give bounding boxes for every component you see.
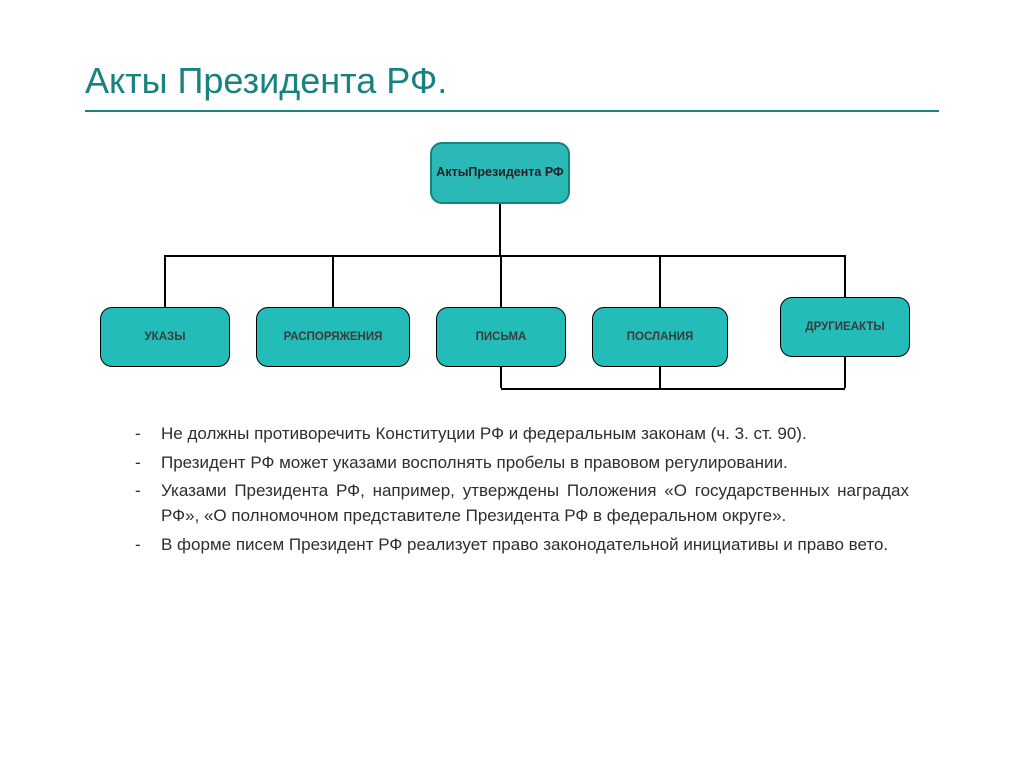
bullet-text: Не должны противоречить Конституции РФ и… bbox=[161, 422, 909, 447]
connector bbox=[500, 255, 502, 307]
connector bbox=[844, 255, 846, 297]
connector bbox=[165, 255, 845, 257]
bullet-item: -Указами Президента РФ, например, утверж… bbox=[135, 479, 909, 528]
bullet-item: -Президент РФ может указами восполнять п… bbox=[135, 451, 909, 476]
connector bbox=[164, 255, 166, 307]
connector bbox=[499, 204, 501, 255]
bullet-text: В форме писем Президент РФ реализует пра… bbox=[161, 533, 909, 558]
bullet-dash: - bbox=[135, 451, 161, 476]
org-diagram: АктыПрезидента РФ УКАЗЫ РАСПОРЯЖЕНИЯ ПИСЬМ… bbox=[100, 142, 939, 402]
connector bbox=[844, 357, 846, 388]
connector bbox=[659, 367, 661, 388]
page-title: Акты Президента РФ. bbox=[85, 60, 939, 112]
bullet-item: -В форме писем Президент РФ реализует пр… bbox=[135, 533, 909, 558]
bullet-text: Президент РФ может указами восполнять пр… bbox=[161, 451, 909, 476]
connector bbox=[500, 367, 502, 388]
connector bbox=[332, 255, 334, 307]
bullet-list: -Не должны противоречить Конституции РФ … bbox=[135, 422, 909, 557]
connector bbox=[659, 255, 661, 307]
bullet-dash: - bbox=[135, 479, 161, 528]
connector bbox=[501, 388, 845, 390]
bullet-dash: - bbox=[135, 533, 161, 558]
bullet-text: Указами Президента РФ, например, утвержд… bbox=[161, 479, 909, 528]
child-node-1: РАСПОРЯЖЕНИЯ bbox=[256, 307, 410, 367]
child-node-2: ПИСЬМА bbox=[436, 307, 566, 367]
child-node-0: УКАЗЫ bbox=[100, 307, 230, 367]
child-node-3: ПОСЛАНИЯ bbox=[592, 307, 728, 367]
bullet-item: -Не должны противоречить Конституции РФ … bbox=[135, 422, 909, 447]
bullet-dash: - bbox=[135, 422, 161, 447]
child-node-4: ДРУГИЕАКТЫ bbox=[780, 297, 910, 357]
root-node: АктыПрезидента РФ bbox=[430, 142, 570, 204]
